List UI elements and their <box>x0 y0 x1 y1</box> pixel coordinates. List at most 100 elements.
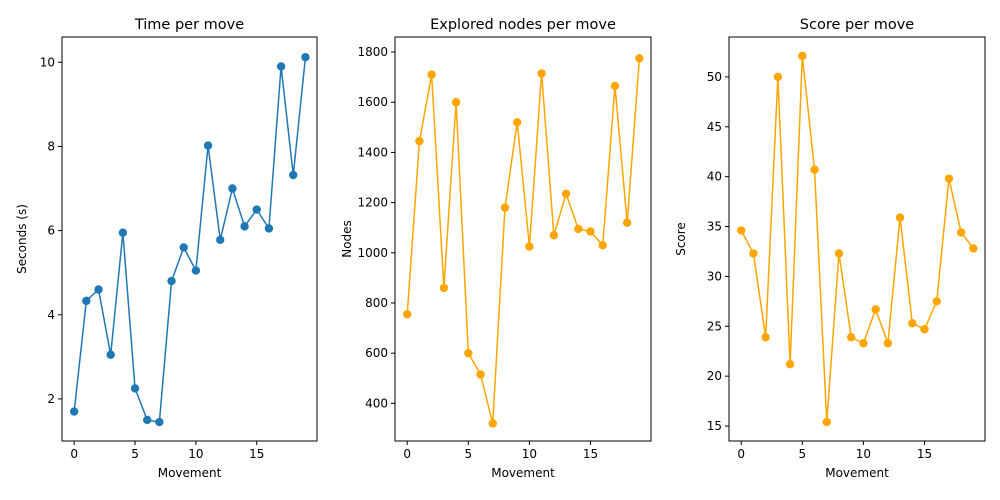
data-point <box>810 165 819 174</box>
data-point <box>228 184 237 193</box>
data-point <box>883 339 893 348</box>
y-tick-label: 1600 <box>357 95 388 109</box>
data-point <box>427 70 436 79</box>
x-tick-label: 0 <box>403 447 411 461</box>
data-point <box>240 222 249 231</box>
data-point <box>932 297 941 306</box>
data-point <box>82 296 91 306</box>
data-point <box>549 231 559 240</box>
y-tick-label: 1400 <box>357 145 388 159</box>
chart-title: Time per move <box>134 17 244 33</box>
data-point <box>598 241 607 250</box>
data-point <box>276 62 286 71</box>
chart-title: Explored nodes per move <box>430 17 616 33</box>
series-line <box>406 58 641 424</box>
y-tick-label: 50 <box>707 70 722 84</box>
x-axis-label: Movement <box>825 466 889 480</box>
data-point <box>203 141 213 150</box>
x-tick-label: 5 <box>798 447 806 461</box>
y-tick-label: 6 <box>47 224 55 238</box>
data-point <box>847 333 856 342</box>
data-point <box>574 224 583 234</box>
data-point <box>451 98 461 107</box>
data-point <box>737 226 746 235</box>
data-point <box>289 170 298 180</box>
data-point <box>179 243 188 252</box>
x-tick-label: 0 <box>70 447 78 461</box>
axes-frame <box>394 36 652 442</box>
data-point <box>610 81 620 91</box>
x-tick-label: 15 <box>249 447 264 461</box>
x-tick-label: 10 <box>188 447 203 461</box>
x-tick-label: 10 <box>856 447 871 461</box>
data-point <box>476 370 485 379</box>
data-point <box>106 350 115 359</box>
y-tick-label: 25 <box>707 319 722 333</box>
data-point <box>785 359 795 369</box>
data-point <box>464 348 473 358</box>
data-point <box>415 136 424 146</box>
data-point <box>761 333 770 342</box>
y-tick-label: 15 <box>707 419 722 433</box>
data-point <box>798 51 807 61</box>
x-tick-label: 5 <box>131 447 139 461</box>
data-point <box>252 205 261 214</box>
data-point <box>130 384 140 393</box>
y-tick-label: 1200 <box>357 196 388 210</box>
series-line <box>73 57 307 423</box>
x-tick-label: 15 <box>583 447 598 461</box>
y-tick-label: 1000 <box>357 246 388 260</box>
data-point <box>94 285 103 294</box>
y-tick-label: 800 <box>365 296 388 310</box>
chart-panel-2: 0 5 10 15 400 600 800 1000 1200 1400 1600 1800 Explo… <box>340 17 652 480</box>
data-point <box>118 228 128 237</box>
y-tick-label: 2 <box>47 392 55 406</box>
axes-frame <box>728 36 986 442</box>
data-point <box>513 118 522 127</box>
y-axis-label: Nodes <box>340 220 354 258</box>
y-tick-label: 400 <box>365 396 388 410</box>
y-tick-label: 4 <box>47 308 55 322</box>
y-tick-label: 1800 <box>357 45 388 59</box>
x-tick-label: 15 <box>917 447 932 461</box>
x-axis-label: Movement <box>491 466 555 480</box>
x-tick-label: 0 <box>737 447 745 461</box>
data-point <box>586 227 595 236</box>
data-point <box>969 244 978 253</box>
data-point <box>908 319 917 328</box>
y-tick-label: 600 <box>365 346 388 360</box>
y-axis-label: Score <box>674 222 688 256</box>
x-tick-label: 5 <box>464 447 472 461</box>
data-point <box>403 310 412 319</box>
y-tick-label: 40 <box>707 170 722 184</box>
data-point <box>834 249 844 258</box>
data-point <box>216 235 225 245</box>
chart-panel-3: 0 5 10 15 15 20 25 30 35 40 45 50 Score per move Move… <box>674 17 986 480</box>
data-point <box>488 419 497 428</box>
y-tick-label: 8 <box>47 139 55 153</box>
data-point <box>264 224 274 233</box>
y-tick-label: 20 <box>707 369 722 383</box>
data-point <box>956 228 966 237</box>
data-point <box>561 189 571 199</box>
data-point <box>773 72 783 82</box>
series-line <box>740 55 974 423</box>
data-point <box>155 417 164 427</box>
x-axis-label: Movement <box>158 466 222 480</box>
data-point <box>822 417 831 427</box>
data-point <box>167 276 176 286</box>
data-point <box>622 218 632 227</box>
data-point <box>191 266 201 275</box>
chart-panel-1: 0 5 10 15 2 4 6 8 10 Time per move Movement Seconds… <box>15 17 318 480</box>
y-tick-label: 45 <box>707 120 722 134</box>
axes-frame <box>61 36 318 442</box>
data-point <box>439 283 449 293</box>
data-point <box>500 203 510 212</box>
data-point <box>920 325 929 334</box>
data-point <box>895 213 905 222</box>
data-point <box>859 339 868 348</box>
y-tick-label: 35 <box>707 220 722 234</box>
data-point <box>525 242 534 251</box>
data-point <box>871 305 880 314</box>
